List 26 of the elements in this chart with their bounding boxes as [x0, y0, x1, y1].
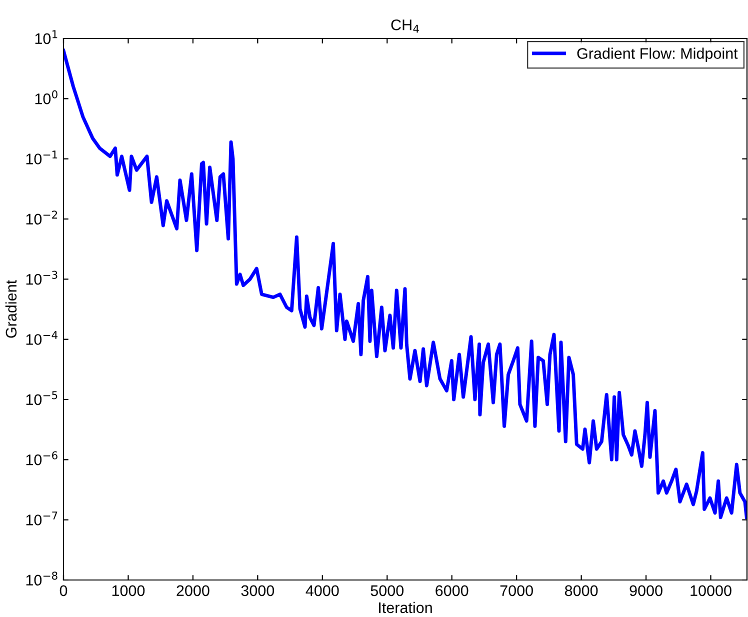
x-tick-label: 6000 — [436, 585, 468, 596]
x-tick-label: 3000 — [241, 585, 274, 596]
x-tick-label: 7000 — [500, 585, 533, 596]
x-tick-label: 1000 — [112, 585, 145, 596]
y-tick-label: 10$^{0}$ — [35, 90, 58, 104]
x-tick-label: 8000 — [564, 585, 598, 596]
y-tick-label: 10$^{1}$ — [35, 30, 58, 44]
y-tick-label: 10$^{−6}$ — [26, 451, 58, 466]
x-tick-label: 10000 — [690, 585, 732, 596]
y-tick-label: 10$^{−3}$ — [26, 270, 58, 285]
chart-title: CH$_{4}$ — [391, 19, 419, 33]
y-tick-label: 10$^{−7}$ — [26, 512, 58, 526]
y-tick-label: 10$^{−5}$ — [26, 391, 58, 406]
x-tick-label: 9000 — [630, 585, 662, 596]
y-tick-label: 10$^{−4}$ — [26, 331, 58, 345]
x-tick-label: 2000 — [176, 585, 210, 596]
line-series — [64, 48, 747, 520]
y-tick-label: 10$^{−8}$ — [26, 572, 58, 586]
y-tick-label: 10$^{−1}$ — [26, 150, 58, 164]
legend-label: Gradient Flow: Midpoint — [577, 48, 738, 62]
x-axis-title: Iteration — [379, 602, 432, 614]
y-axis-title: Gradient — [5, 280, 17, 338]
y-tick-label: 10$^{−2}$ — [26, 210, 58, 225]
x-tick-label: 4000 — [306, 585, 339, 596]
x-tick-label: 0 — [60, 585, 68, 596]
x-tick-label: 5000 — [370, 585, 404, 596]
